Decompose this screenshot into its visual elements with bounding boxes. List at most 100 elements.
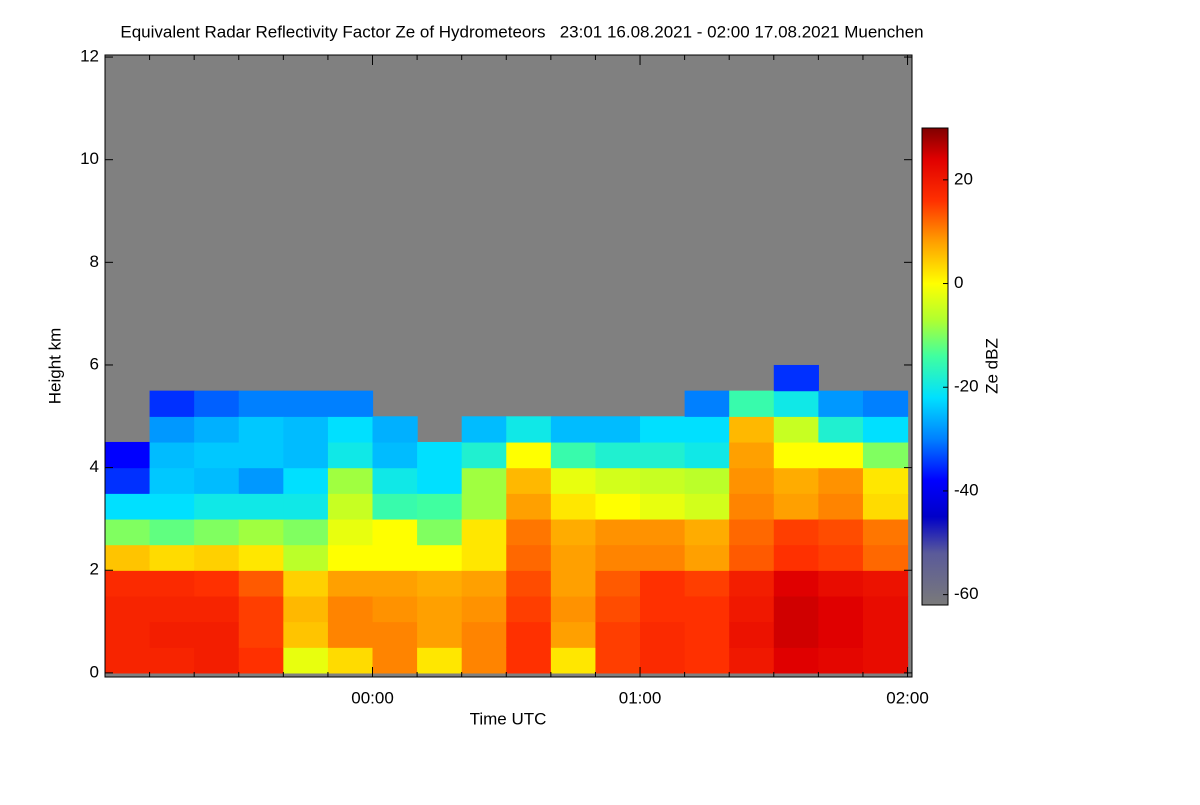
heat-cell xyxy=(283,416,329,443)
heat-cell xyxy=(640,570,686,597)
heat-cell xyxy=(417,647,463,674)
heat-cell xyxy=(372,493,418,520)
x-tick-label: 00:00 xyxy=(351,688,394,707)
heat-cell xyxy=(283,493,329,520)
heat-cell xyxy=(417,493,463,520)
heat-cell xyxy=(595,416,641,443)
colorbar-tick-label: -60 xyxy=(954,584,979,603)
heat-cell xyxy=(238,441,284,469)
heat-cell xyxy=(773,518,819,546)
heat-cell xyxy=(327,595,374,623)
heat-cell xyxy=(818,544,864,571)
heat-cell xyxy=(506,621,552,648)
heat-cell xyxy=(550,467,597,494)
heat-cell xyxy=(283,621,329,648)
heat-cell xyxy=(238,647,284,674)
heat-cell xyxy=(862,467,909,494)
heat-cell xyxy=(640,544,686,571)
heat-cell xyxy=(818,647,864,674)
heat-cell xyxy=(238,595,284,623)
heat-cell xyxy=(684,621,730,648)
heat-cell xyxy=(194,621,240,648)
x-tick-label: 02:00 xyxy=(886,688,929,707)
heat-cell xyxy=(461,493,507,520)
heat-cell xyxy=(640,647,686,674)
heat-cell xyxy=(149,570,195,597)
heat-cell xyxy=(862,518,909,546)
heat-cell xyxy=(506,518,552,546)
heat-cell xyxy=(862,621,909,648)
heat-cell xyxy=(729,595,775,623)
heat-cell xyxy=(327,570,374,597)
y-tick-label: 2 xyxy=(90,560,99,579)
heat-cell xyxy=(105,467,151,494)
heat-cell xyxy=(327,621,374,648)
colorbar-tick-label: -20 xyxy=(954,377,979,396)
heat-cell xyxy=(194,595,240,623)
heat-cell xyxy=(729,441,775,469)
heat-cell xyxy=(149,493,195,520)
heat-cell xyxy=(327,493,374,520)
heat-cell xyxy=(862,493,909,520)
y-tick-label: 4 xyxy=(90,457,99,476)
heat-cell xyxy=(149,416,195,443)
heat-cell xyxy=(684,595,730,623)
heat-cell xyxy=(818,595,864,623)
heat-cell xyxy=(550,518,597,546)
heat-cell xyxy=(194,416,240,443)
heat-cell xyxy=(550,441,597,469)
heat-cell xyxy=(327,390,374,417)
heat-cell xyxy=(372,595,418,623)
heat-cell xyxy=(684,570,730,597)
heat-cell xyxy=(194,647,240,674)
heat-cell xyxy=(684,441,730,469)
heat-cell xyxy=(283,441,329,469)
heat-cell xyxy=(595,621,641,648)
heat-cell xyxy=(506,544,552,571)
heat-cell xyxy=(640,467,686,494)
y-axis-label: Height km xyxy=(45,328,64,405)
chart-title: Equivalent Radar Reflectivity Factor Ze … xyxy=(120,22,923,41)
heat-cell xyxy=(105,493,151,520)
heat-cell xyxy=(818,493,864,520)
heat-cell xyxy=(595,570,641,597)
heat-cell xyxy=(238,416,284,443)
heat-cell xyxy=(194,570,240,597)
heat-cell xyxy=(194,493,240,520)
heat-cell xyxy=(818,621,864,648)
heat-cell xyxy=(862,441,909,469)
heat-cell xyxy=(327,467,374,494)
heat-cell xyxy=(238,544,284,571)
heat-cell xyxy=(729,518,775,546)
heat-cell xyxy=(773,647,819,674)
heat-cell xyxy=(773,441,819,469)
heat-cell xyxy=(773,570,819,597)
heat-cell xyxy=(149,390,195,417)
heat-cell xyxy=(506,416,552,443)
heat-cell xyxy=(684,647,730,674)
heat-cell xyxy=(818,518,864,546)
plot-frame xyxy=(104,54,913,678)
heat-cell xyxy=(283,467,329,494)
heat-cell xyxy=(550,621,597,648)
x-axis-label: Time UTC xyxy=(470,709,547,728)
heat-cell xyxy=(327,518,374,546)
heat-cell xyxy=(283,647,329,674)
heat-cell xyxy=(372,416,418,443)
y-tick-label: 10 xyxy=(80,149,99,168)
heat-cell xyxy=(773,621,819,648)
heat-cell xyxy=(595,647,641,674)
heat-cell xyxy=(595,595,641,623)
y-tick-label: 6 xyxy=(90,354,99,373)
heat-cell xyxy=(862,647,909,674)
heat-cell xyxy=(372,647,418,674)
heat-cell xyxy=(194,467,240,494)
heat-cell xyxy=(640,441,686,469)
heat-cell xyxy=(773,390,819,417)
heat-cell xyxy=(417,595,463,623)
heat-cell xyxy=(818,467,864,494)
heat-cell xyxy=(461,416,507,443)
heat-cell xyxy=(149,518,195,546)
heat-cell xyxy=(238,518,284,546)
heat-cell xyxy=(105,441,151,469)
